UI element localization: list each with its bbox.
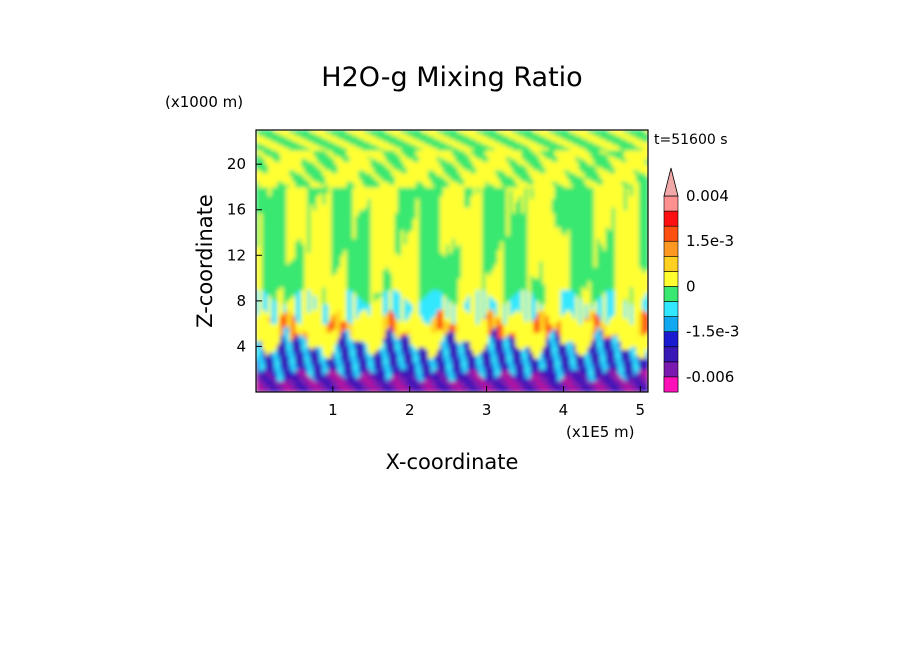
y-tick-label: 4 (236, 337, 246, 355)
colorbar-segment (663, 361, 679, 378)
colorbar-segment (663, 210, 679, 227)
colorbar-segment (663, 316, 679, 332)
colorbar-segment (663, 240, 679, 257)
chart-title: H2O-g Mixing Ratio (321, 62, 582, 93)
colorbar-segment (663, 346, 679, 363)
plot-frame (255, 129, 649, 393)
y-tick-label: 16 (227, 201, 246, 219)
x-tick-label: 5 (636, 401, 646, 419)
colorbar-segment (663, 286, 679, 302)
colorbar-segment (663, 256, 679, 272)
colorbar-segment (663, 301, 679, 317)
colorbar-segment (663, 271, 679, 287)
y-unit-label: (x1000 m) (165, 93, 243, 111)
colorbar-segment (663, 225, 679, 242)
x-unit-label: (x1E5 m) (566, 423, 635, 441)
colorbar-tick-label: 0.004 (686, 187, 729, 205)
x-axis: 1 2 3 4 5 (328, 386, 645, 419)
colorbar-tick-label: 0 (686, 277, 696, 295)
y-axis: 4 8 12 16 20 (227, 155, 262, 355)
y-tick-label: 8 (236, 292, 246, 310)
colorbar: 0.004 1.5e-3 0 -1.5e-3 -0.006 (663, 167, 739, 393)
x-axis-label: X-coordinate (386, 450, 519, 474)
colorbar-segment (663, 376, 679, 393)
colorbar-tick-label: -1.5e-3 (686, 323, 739, 341)
y-tick-label: 20 (227, 155, 246, 173)
colorbar-segment (663, 195, 679, 212)
colorbar-tick-label: 1.5e-3 (686, 232, 734, 250)
x-tick-label: 2 (405, 401, 415, 419)
colorbar-segment (663, 331, 679, 348)
x-tick-label: 4 (559, 401, 569, 419)
x-tick-label: 3 (482, 401, 492, 419)
colorbar-tick-label: -0.006 (686, 368, 734, 386)
y-axis-label: Z-coordinate (193, 194, 217, 328)
y-tick-label: 12 (227, 246, 246, 264)
colorbar-extension-arrow (663, 167, 679, 197)
x-tick-label: 1 (328, 401, 338, 419)
time-label: t=51600 s (654, 132, 728, 148)
plot-area (256, 130, 648, 392)
